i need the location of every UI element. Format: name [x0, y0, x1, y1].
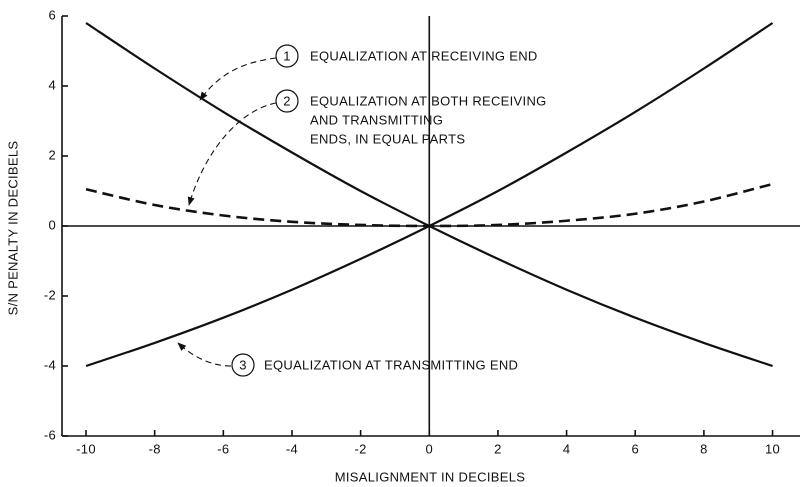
annotation-circle: [275, 44, 299, 68]
annotation-number: 2: [283, 93, 291, 108]
y-tick-label: -4: [44, 357, 56, 372]
annotation-circle: [231, 353, 255, 377]
x-tick-label: 8: [700, 441, 708, 456]
y-tick-label: 2: [48, 147, 56, 162]
x-axis-label: MISALIGNMENT IN DECIBELS: [335, 469, 525, 484]
x-tick-label: -2: [355, 441, 367, 456]
y-tick-label: 4: [48, 77, 56, 92]
curve: [85, 22, 774, 368]
annotation-text: EQUALIZATION AT TRANSMITTING END: [264, 357, 518, 372]
x-tick-label: 2: [494, 441, 502, 456]
y-tick-label: 0: [48, 217, 56, 232]
annotation-circle: [275, 89, 299, 113]
annotation-text: EQUALIZATION AT BOTH RECEIVING: [310, 93, 547, 108]
x-tick-label: 0: [426, 441, 434, 456]
y-tick-label: -6: [44, 427, 56, 442]
annotation-arrow: [199, 57, 277, 101]
annotation-text: AND TRANSMITTING: [310, 112, 443, 127]
annotation-arrow: [187, 102, 277, 206]
annotation-text: ENDS, IN EQUAL PARTS: [310, 131, 465, 146]
annotation-text: EQUALIZATION AT RECEIVING END: [310, 48, 538, 63]
x-tick-label: 4: [563, 441, 571, 456]
y-tick-label: -2: [44, 287, 56, 302]
x-tick-label: -8: [149, 441, 161, 456]
x-tick-label: -6: [217, 441, 229, 456]
x-tick-label: 6: [631, 441, 639, 456]
x-tick-label: -4: [286, 441, 298, 456]
annotation-number: 3: [239, 357, 247, 372]
x-tick-label: -10: [76, 441, 96, 456]
annotation-arrow: [177, 342, 232, 367]
y-axis-label: S/N PENALTY IN DECIBELS: [5, 141, 20, 316]
y-tick-label: 6: [48, 7, 56, 22]
annotation-number: 1: [283, 48, 291, 63]
x-tick-label: 10: [765, 441, 780, 456]
